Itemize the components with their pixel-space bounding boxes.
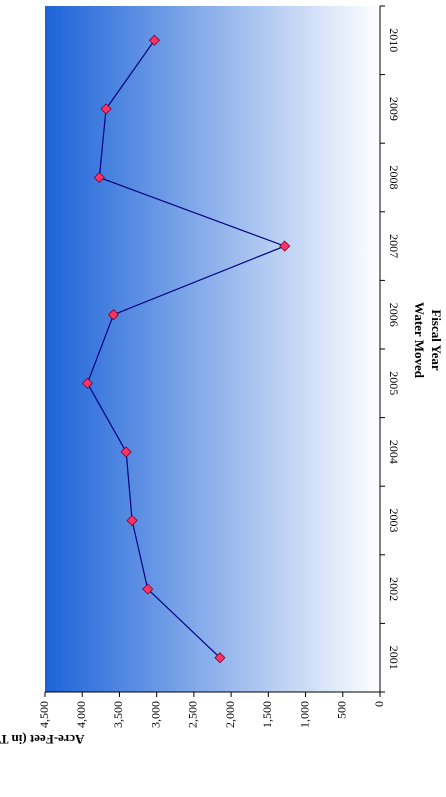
category-tick-label: 2010 — [387, 28, 401, 52]
series-line — [86, 39, 287, 659]
category-tick-label: 2005 — [387, 371, 401, 395]
data-point-marker — [107, 309, 120, 321]
series-layer — [81, 34, 291, 664]
category-tick-label: 2007 — [387, 234, 401, 258]
value-tick-label: 2,500 — [186, 701, 200, 728]
category-tick-label: 2004 — [387, 440, 401, 464]
chart-title: Water Moved — [412, 302, 427, 379]
data-point-marker — [93, 171, 105, 184]
value-tick-label: 500 — [335, 701, 349, 719]
labels-layer: 0 500 1,000 1,500 2,000 2,500 3,000 3,500 4,000 4… — [37, 28, 401, 728]
plot-area — [45, 6, 380, 692]
data-point-marker — [100, 103, 112, 115]
category-tick-label: 2001 — [387, 646, 401, 670]
data-point-marker — [120, 446, 132, 458]
value-tick-label: 4,000 — [74, 701, 88, 728]
value-tick-label: 3,000 — [148, 701, 162, 728]
data-point-marker — [81, 377, 93, 389]
y-axis-title: Acre-Feet (in Thousands) — [0, 732, 85, 747]
category-tick-label: 2006 — [387, 303, 401, 327]
data-point-marker — [148, 34, 160, 46]
value-tick-label: 4,500 — [37, 701, 51, 728]
value-tick-label: 1,000 — [297, 701, 311, 728]
data-point-marker — [214, 652, 226, 664]
category-tick-label: 2003 — [387, 509, 401, 533]
value-tick-label: 0 — [372, 701, 386, 707]
data-point-marker — [279, 240, 291, 252]
axes — [44, 5, 385, 697]
category-tick-label: 2002 — [387, 577, 401, 601]
data-point-marker — [126, 514, 138, 527]
value-tick-label: 1,500 — [260, 701, 274, 728]
x-axis-title: Fiscal Year — [429, 309, 444, 370]
category-tick-label: 2008 — [387, 166, 401, 190]
value-tick-label: 2,000 — [223, 701, 237, 728]
value-tick-label: 3,500 — [111, 701, 125, 728]
data-point-marker — [142, 583, 154, 595]
category-tick-label: 2009 — [387, 97, 401, 121]
